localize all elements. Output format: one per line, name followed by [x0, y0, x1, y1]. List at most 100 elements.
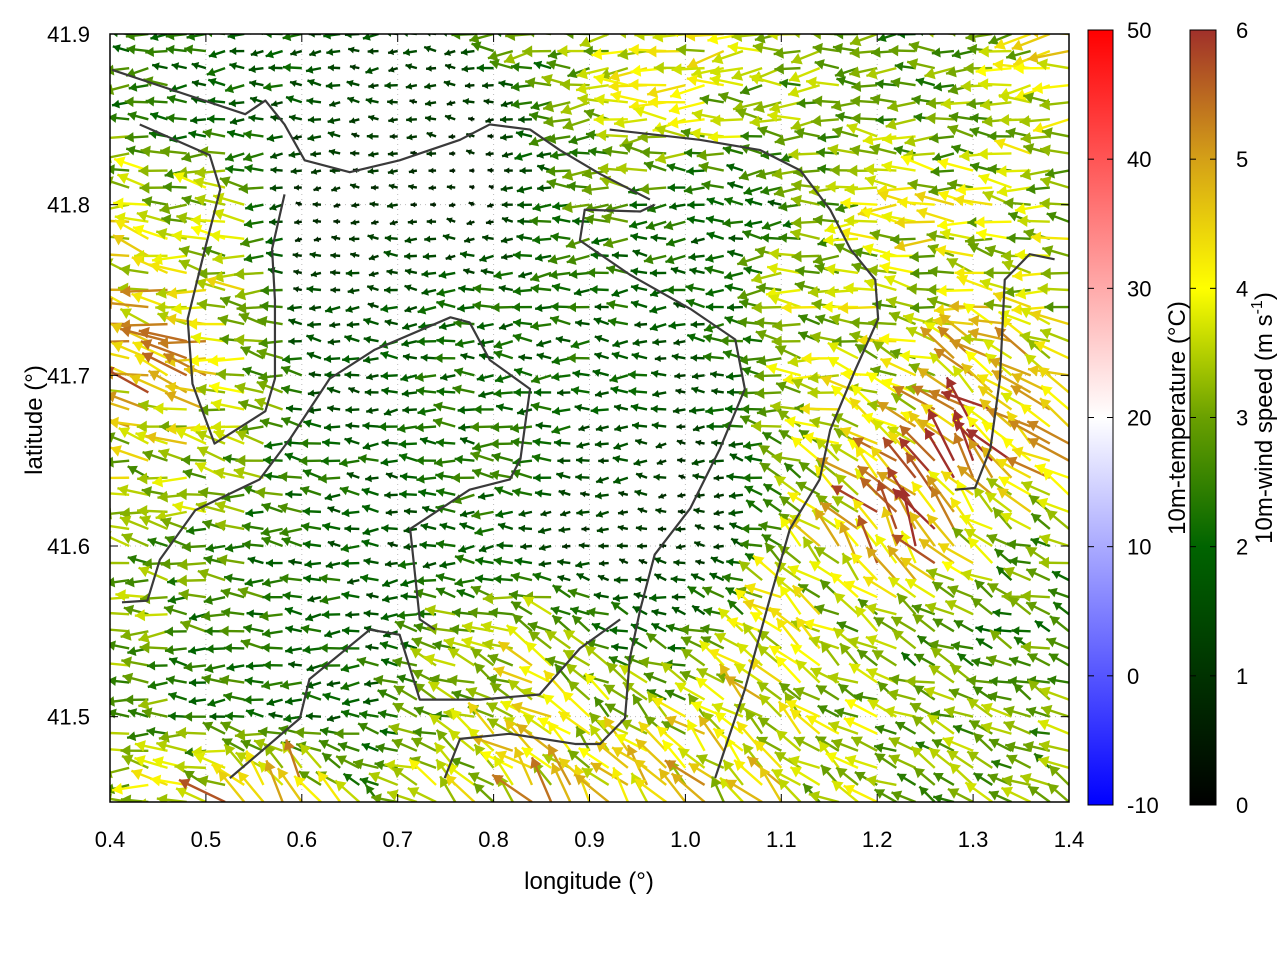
wind-arrow-head	[88, 763, 97, 773]
wind-arrow-head	[418, 306, 427, 315]
wind-arrow-head	[486, 151, 491, 157]
wind-arrow-head	[678, 748, 690, 759]
wind-arrow-head	[1028, 51, 1039, 63]
wind-arrow-head	[722, 218, 730, 228]
x-tick-label: 0.7	[382, 827, 413, 852]
wind-arrow-head	[1028, 26, 1038, 38]
wind-arrow-head	[72, 234, 84, 244]
wind-arrow-head	[761, 233, 769, 243]
wind-arrow-head	[242, 540, 251, 550]
wind-arrow-head	[715, 712, 727, 723]
x-axis-label: longitude (°)	[524, 868, 654, 895]
wind-arrow-head	[375, 760, 385, 770]
wind-arrow-head	[244, 695, 252, 704]
wind-arrow-shaft	[99, 136, 129, 138]
wind-arrow-head	[399, 490, 407, 499]
x-tick-label: 1.0	[670, 827, 701, 852]
wind-arrow-head	[455, 578, 464, 587]
wind-arrow-head	[482, 82, 488, 89]
wind-arrow-head	[125, 132, 134, 142]
wind-arrow-head	[325, 493, 333, 501]
wind-arrow-head	[108, 676, 117, 686]
wind-arrow-head	[557, 45, 567, 57]
wind-arrow-head	[83, 58, 94, 69]
wind-arrow-head	[830, 164, 840, 176]
wind-arrow-head	[334, 728, 343, 739]
wind-arrow-head	[873, 341, 885, 352]
wind-arrow-shaft	[87, 197, 110, 205]
wind-arrow-head	[177, 575, 187, 587]
wind-arrow-head	[283, 63, 291, 72]
wind-arrow-head	[400, 472, 408, 481]
wind-arrow-head	[98, 727, 108, 739]
wind-arrow-head	[594, 94, 605, 106]
wind-arrow-head	[815, 59, 825, 70]
wind-arrow-head	[916, 77, 925, 86]
wind-arrow-head	[595, 492, 602, 500]
wind-arrow-head	[385, 560, 392, 567]
wind-arrow-head	[182, 195, 192, 206]
wind-arrow-head	[320, 595, 329, 605]
wind-arrow-head	[450, 624, 460, 635]
wind-arrow-head	[165, 645, 174, 655]
wind-arrow-head	[1038, 283, 1048, 295]
wind-arrow-head	[80, 626, 90, 638]
wind-arrow-head	[714, 543, 720, 550]
wind-arrow-head	[441, 29, 448, 37]
wind-arrow-head	[552, 356, 560, 365]
wind-arrow-head	[439, 322, 447, 330]
wind-arrow-head	[219, 626, 228, 637]
wind-arrow-head	[125, 97, 134, 108]
wind-arrow-head	[792, 250, 802, 262]
wind-arrow-head	[436, 438, 444, 447]
wind-arrow-head	[688, 253, 695, 261]
wind-arrow-head	[552, 215, 560, 224]
wind-arrow-head	[502, 201, 508, 208]
wind-arrow-head	[76, 265, 86, 277]
wind-arrow-head	[964, 62, 974, 74]
wind-arrow-head	[882, 133, 893, 145]
wind-arrow-head	[932, 582, 943, 592]
wind-arrow-head	[63, 304, 73, 316]
wind-arrow-head	[510, 423, 519, 433]
wind-arrow-head	[328, 338, 334, 345]
wind-arrow-head	[67, 351, 77, 363]
wind-arrow-head	[344, 371, 351, 379]
wind-arrow-shaft	[66, 312, 110, 324]
wind-arrow-head	[949, 300, 959, 312]
wind-arrow-head	[875, 79, 884, 89]
wind-arrow-head	[850, 317, 860, 329]
wind-arrow-head	[321, 456, 329, 465]
wind-arrow-head	[247, 609, 254, 618]
wind-arrow-head	[299, 456, 307, 466]
wind-arrow-head	[398, 440, 406, 449]
wind-arrow-head	[307, 321, 314, 329]
wind-arrow-head	[367, 133, 373, 140]
wind-arrow-head	[78, 602, 89, 614]
temperature-tick-label: 50	[1127, 18, 1151, 43]
x-tick-label: 1.4	[1054, 827, 1085, 852]
wind-arrow-head	[790, 26, 800, 38]
wind-arrow-head	[106, 640, 116, 650]
wind-arrow-head	[853, 247, 863, 258]
wind-arrow-head	[493, 575, 501, 584]
wind-arrow-head	[302, 507, 310, 516]
wind-arrow-head	[283, 591, 291, 600]
wind-arrow-head	[596, 425, 603, 432]
wind-arrow-head	[593, 369, 601, 377]
wind-arrow-head	[457, 304, 465, 313]
wind-arrow-head	[924, 26, 935, 38]
wind-arrow-head	[423, 253, 429, 260]
wind-arrow-head	[234, 268, 244, 280]
wind-arrow-head	[415, 423, 423, 433]
wind-arrow-head	[104, 457, 114, 468]
wind-arrow-head	[168, 595, 177, 604]
wind-arrow-head	[460, 353, 467, 361]
wind-arrow-head	[488, 168, 493, 173]
wind-arrow-head	[124, 694, 133, 705]
wind-arrow-head	[937, 285, 947, 297]
wind-arrow-head	[219, 334, 229, 345]
wind-arrow-head	[575, 473, 582, 481]
wind-arrow-head	[976, 65, 987, 77]
wind-arrow-head	[727, 388, 734, 396]
